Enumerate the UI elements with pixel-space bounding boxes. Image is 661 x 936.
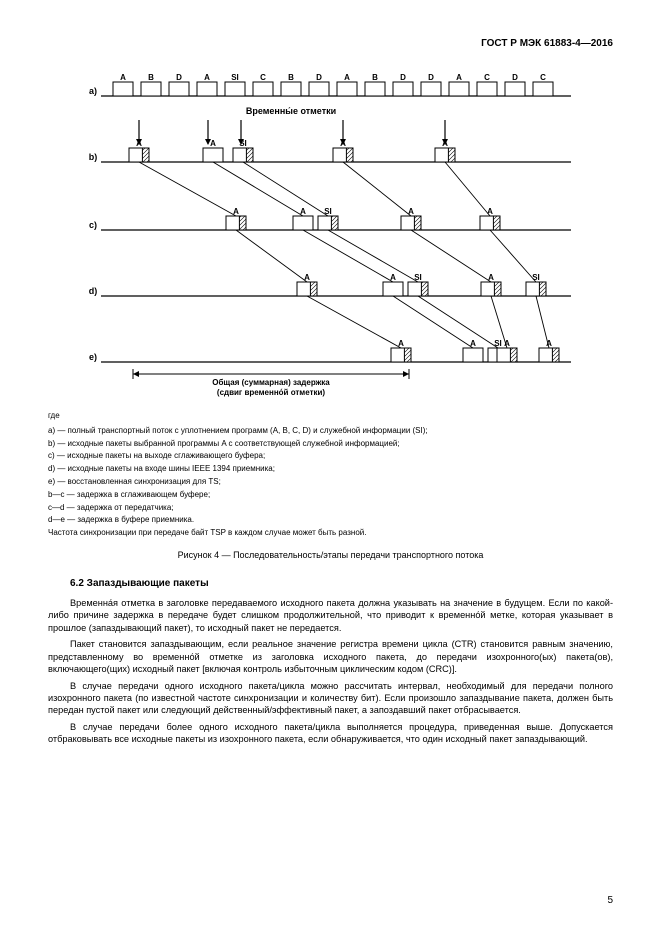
legend-item: c—d — задержка от передатчика; bbox=[48, 502, 613, 515]
svg-text:D: D bbox=[176, 73, 182, 82]
svg-text:D: D bbox=[512, 73, 518, 82]
svg-text:d): d) bbox=[88, 286, 97, 296]
body-paragraph: В случае передачи одного исходного пакет… bbox=[48, 680, 613, 717]
figure-timing-diagram: a)b)c)d)e)ABDASICBDABDDACDCAASIAAВременн… bbox=[81, 60, 581, 400]
svg-text:(сдвиг временно́й отметки): (сдвиг временно́й отметки) bbox=[216, 388, 324, 397]
svg-text:SI: SI bbox=[231, 73, 239, 82]
legend-item: d) — исходные пакеты на входе шины IEEE … bbox=[48, 463, 613, 476]
legend-item: d—e — задержка в буфере приемника. bbox=[48, 514, 613, 527]
svg-text:b): b) bbox=[88, 152, 97, 162]
svg-text:D: D bbox=[400, 73, 406, 82]
legend-item: Частота синхронизации при передаче байт … bbox=[48, 527, 613, 540]
svg-text:A: A bbox=[210, 139, 216, 148]
svg-text:A: A bbox=[204, 73, 210, 82]
svg-text:C: C bbox=[260, 73, 266, 82]
svg-text:Общая (суммарная) задержка: Общая (суммарная) задержка bbox=[212, 378, 330, 387]
svg-text:SI: SI bbox=[532, 273, 540, 282]
svg-text:Временны́е отметки: Временны́е отметки bbox=[245, 106, 335, 116]
legend-item: a) — полный транспортный поток с уплотне… bbox=[48, 425, 613, 438]
svg-text:A: A bbox=[456, 73, 462, 82]
legend-item: e) — восстановленная синхронизация для T… bbox=[48, 476, 613, 489]
svg-text:A: A bbox=[344, 73, 350, 82]
svg-text:A: A bbox=[120, 73, 126, 82]
svg-text:c): c) bbox=[88, 220, 96, 230]
body-paragraph: Пакет становится запаздывающим, если реа… bbox=[48, 638, 613, 675]
legend-item: c) — исходные пакеты на выходе сглаживаю… bbox=[48, 450, 613, 463]
figure-legend: где a) — полный транспортный поток с упл… bbox=[48, 410, 613, 540]
svg-text:B: B bbox=[372, 73, 378, 82]
legend-item: b) — исходные пакеты выбранной программы… bbox=[48, 438, 613, 451]
svg-text:A: A bbox=[487, 207, 493, 216]
svg-text:C: C bbox=[484, 73, 490, 82]
svg-text:C: C bbox=[540, 73, 546, 82]
body-paragraph: Временна́я отметка в заголовке передавае… bbox=[48, 597, 613, 634]
section-heading: 6.2 Запаздывающие пакеты bbox=[70, 578, 613, 589]
body-paragraph: В случае передачи более одного исходного… bbox=[48, 721, 613, 746]
legend-item: b—c — задержка в сглаживающем буфере; bbox=[48, 489, 613, 502]
svg-text:D: D bbox=[428, 73, 434, 82]
page-content: ГОСТ Р МЭК 61883-4—2016 a) b) c) d) e) A B D A SI… bbox=[0, 0, 661, 936]
svg-text:a): a) bbox=[88, 86, 96, 96]
document-header: ГОСТ Р МЭК 61883-4—2016 bbox=[481, 38, 613, 49]
figure-caption: Рисунок 4 — Последовательность/этапы пер… bbox=[48, 550, 613, 560]
svg-text:B: B bbox=[148, 73, 154, 82]
page-number: 5 bbox=[607, 895, 613, 906]
legend-where: где bbox=[48, 410, 613, 423]
svg-text:B: B bbox=[288, 73, 294, 82]
svg-text:e): e) bbox=[88, 352, 96, 362]
svg-text:D: D bbox=[316, 73, 322, 82]
